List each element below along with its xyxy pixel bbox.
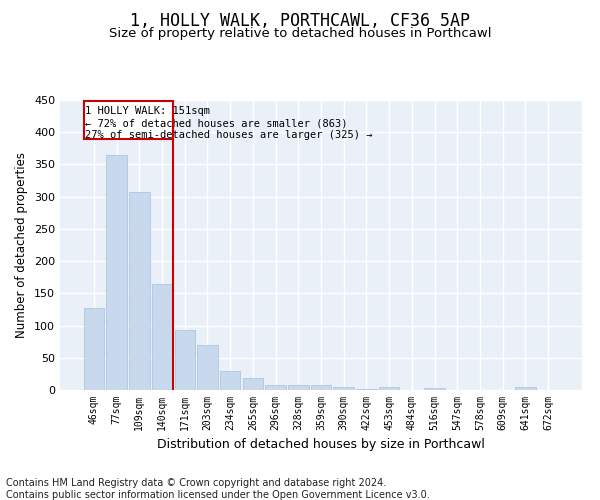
FancyBboxPatch shape	[84, 102, 173, 138]
Bar	[424, 388, 445, 390]
Bar	[356, 388, 377, 390]
Bar	[152, 284, 172, 390]
Bar	[242, 378, 263, 390]
Text: Contains HM Land Registry data © Crown copyright and database right 2024.
Contai: Contains HM Land Registry data © Crown c…	[6, 478, 430, 500]
Bar	[129, 192, 149, 390]
Text: 1, HOLLY WALK, PORTHCAWL, CF36 5AP: 1, HOLLY WALK, PORTHCAWL, CF36 5AP	[130, 12, 470, 30]
Bar	[220, 370, 241, 390]
Bar	[288, 385, 308, 390]
Y-axis label: Number of detached properties: Number of detached properties	[16, 152, 28, 338]
Text: ← 72% of detached houses are smaller (863): ← 72% of detached houses are smaller (86…	[85, 118, 347, 128]
Bar	[334, 387, 354, 390]
Bar	[106, 155, 127, 390]
Bar	[379, 388, 400, 390]
Bar	[197, 345, 218, 390]
Text: 1 HOLLY WALK: 151sqm: 1 HOLLY WALK: 151sqm	[85, 106, 210, 117]
Bar	[175, 330, 195, 390]
Bar	[84, 308, 104, 390]
Text: Size of property relative to detached houses in Porthcawl: Size of property relative to detached ho…	[109, 28, 491, 40]
Bar	[265, 386, 286, 390]
X-axis label: Distribution of detached houses by size in Porthcawl: Distribution of detached houses by size …	[157, 438, 485, 452]
Text: 27% of semi-detached houses are larger (325) →: 27% of semi-detached houses are larger (…	[85, 130, 373, 140]
Bar	[515, 388, 536, 390]
Bar	[311, 385, 331, 390]
